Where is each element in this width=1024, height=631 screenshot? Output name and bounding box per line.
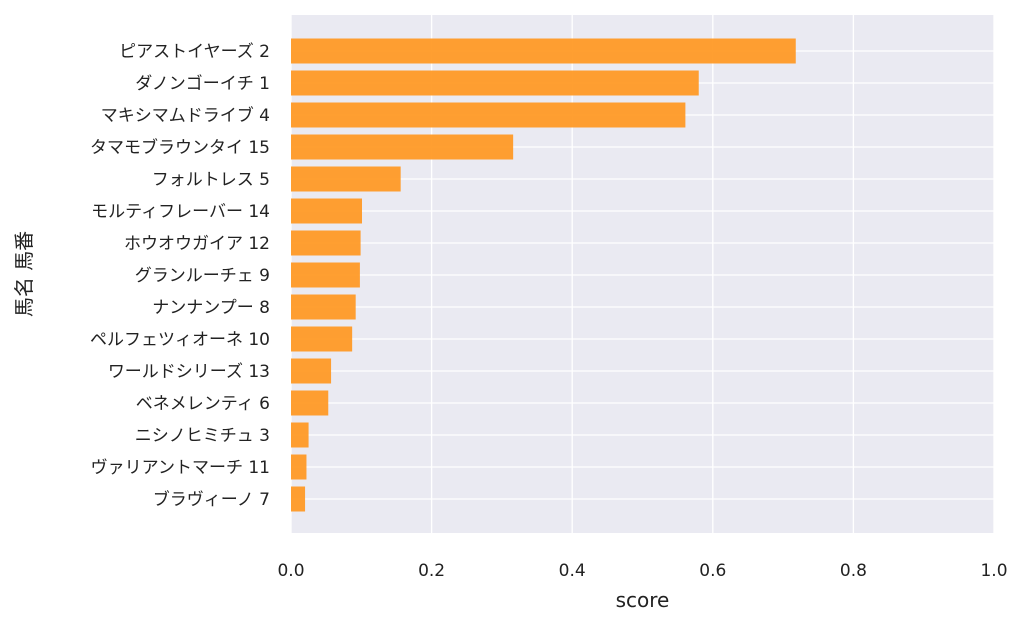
y-axis-label: 馬名 馬番 [12,231,36,317]
x-tick-label: 0.4 [559,561,586,581]
bar [291,294,356,320]
x-tick-label: 0.8 [840,561,867,581]
bar [291,358,332,384]
y-tick-label: グランルーチェ 9 [135,266,270,286]
bar [291,38,796,64]
x-tick-label: 0.2 [418,561,445,581]
bars [291,38,796,512]
x-axis-label: score [616,588,670,612]
y-tick-label: マキシマムドライブ 4 [101,105,270,126]
y-tick-label: フォルトレス 5 [152,170,270,190]
bar [291,262,360,288]
x-tick-labels: 0.0 0.2 0.4 0.6 0.8 1.0 [277,561,1007,581]
plot-background [291,15,994,533]
y-tick-label: ベネメレンティ 6 [136,394,270,414]
bar [291,134,514,160]
bar [291,390,329,416]
y-tick-label: ダノンゴーイチ 1 [135,73,270,94]
y-tick-label: ペルフェツィオーネ 10 [90,330,270,350]
y-tick-label: タマモブラウンタイ 15 [90,137,270,158]
x-tick-label: 0.0 [277,561,304,581]
x-tick-label: 0.6 [699,561,726,581]
y-tick-label: ホウオウガイア 12 [124,234,270,254]
bar [291,230,361,256]
y-tick-label: モルティフレーバー 14 [91,202,270,222]
y-tick-label: ブラヴィーノ 7 [153,489,270,510]
bar [291,70,699,96]
y-tick-label: ナンナンプー 8 [152,298,270,318]
bar [291,326,353,352]
x-tick-label: 1.0 [980,561,1007,581]
y-tick-label: ワールドシリーズ 13 [108,362,270,382]
bar [291,454,307,480]
bar [291,422,309,448]
y-tick-label: ピアストイヤーズ 2 [119,42,270,62]
y-tick-labels: ピアストイヤーズ 2 ダノンゴーイチ 1 マキシマムドライブ 4 タマモブラウンタイ … [90,42,270,510]
bar [291,198,363,224]
bar [291,486,306,512]
y-tick-label: ヴァリアントマーチ 11 [91,458,270,478]
y-tick-label: ニシノヒミチュ 3 [135,426,270,446]
bar [291,102,686,128]
bar [291,166,401,192]
